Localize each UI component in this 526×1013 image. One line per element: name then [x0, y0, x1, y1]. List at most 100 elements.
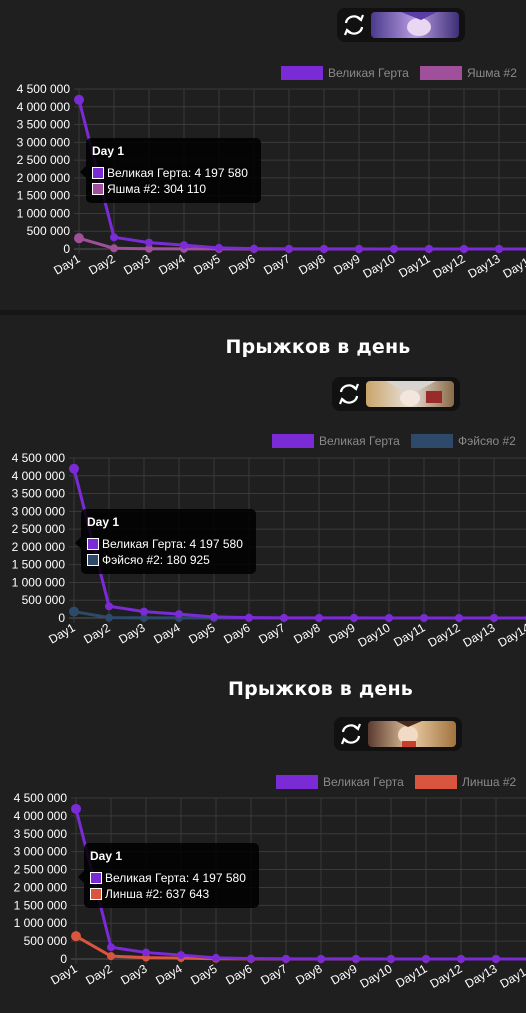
- legend-swatch: [281, 66, 323, 80]
- tooltip-title: Day 1: [92, 144, 125, 158]
- data-point: [140, 607, 148, 616]
- tooltip-title: Day 1: [87, 515, 120, 529]
- data-point: [110, 233, 118, 242]
- x-tick-label: Day6: [221, 620, 253, 646]
- data-point: [175, 610, 183, 619]
- x-tick-label: Day7: [256, 620, 288, 646]
- y-tick-label: 1 500 000: [12, 558, 66, 572]
- x-tick-label: Day10: [357, 961, 394, 991]
- y-tick-label: 0: [63, 242, 70, 256]
- swap-button-3[interactable]: [334, 717, 368, 751]
- y-tick-label: 3 500 000: [14, 827, 68, 841]
- data-point: [492, 954, 500, 963]
- chart-2: 0 500 000 1 000 000 1 500 000 2 000 000 2 500…: [12, 434, 526, 650]
- avatar-image-2: [366, 381, 454, 407]
- data-point: [105, 602, 113, 611]
- x-tick-label: Day8: [293, 961, 325, 987]
- y-tick-label: 1 000 000: [14, 916, 68, 930]
- y-tick-label: 2 500 000: [14, 863, 68, 877]
- data-point: [71, 931, 81, 942]
- tooltip-title: Day 1: [90, 849, 123, 863]
- y-tick-label: 4 000 000: [12, 469, 66, 483]
- x-tick-label: Day11: [391, 620, 428, 649]
- x-tick-label: Day4: [153, 961, 185, 987]
- legend-swatch: [411, 434, 453, 448]
- x-tick-label: Day10: [360, 251, 397, 281]
- data-point: [320, 244, 328, 253]
- swap-button-2[interactable]: [332, 377, 366, 411]
- x-tick-label: Day9: [328, 961, 360, 987]
- y-tick-label: 3 500 000: [12, 487, 66, 501]
- data-point: [74, 94, 84, 105]
- swap-button-1[interactable]: [337, 8, 371, 42]
- data-point: [69, 463, 79, 474]
- y-tick-label: 3 000 000: [14, 845, 68, 859]
- data-point: [145, 244, 153, 253]
- legend-swatch: [415, 775, 457, 789]
- series-swatch: [92, 183, 104, 195]
- data-point: [110, 244, 118, 253]
- data-point: [315, 613, 323, 622]
- y-tick-label: 500 000: [22, 593, 66, 607]
- tooltip-row: Великая Герта: 4 197 580: [92, 165, 254, 181]
- series-line: [74, 808, 526, 961]
- series-swatch: [90, 888, 102, 900]
- x-tick-label: Day2: [81, 620, 113, 646]
- x-tick-label: Day14: [497, 961, 526, 991]
- chart-section-1: 0 500 000 1 000 000 1 500 000 2 000 000 2 500…: [0, 0, 526, 308]
- series-line: [72, 468, 526, 620]
- data-point: [210, 612, 218, 621]
- x-tick-label: Day2: [83, 961, 115, 987]
- x-tick-label: Day1: [46, 620, 78, 646]
- tooltip-line-2: Яшма #2: 304 110: [107, 182, 207, 196]
- x-tick-label: Day9: [331, 251, 363, 277]
- character-avatar-feixiao[interactable]: [366, 381, 454, 407]
- chart-title-2: Прыжков в день: [225, 336, 411, 358]
- character-avatar-lingsha[interactable]: [368, 721, 456, 747]
- legend-label: Великая Герта: [319, 434, 400, 448]
- data-point: [352, 954, 360, 963]
- y-tick-label: 1 000 000: [17, 206, 71, 220]
- legend-swatch: [272, 434, 314, 448]
- x-tick-label: Day13: [465, 251, 502, 281]
- character-avatar-yashma[interactable]: [371, 12, 459, 38]
- tooltip-line-2: Фэйсяо #2: 180 925: [102, 553, 210, 567]
- data-point: [422, 954, 430, 963]
- x-tick-label: Day2: [86, 251, 118, 277]
- data-point: [425, 244, 433, 253]
- x-tick-label: Day12: [430, 251, 467, 281]
- tooltip-line-2: Линша #2: 637 643: [105, 887, 210, 901]
- data-point: [350, 613, 358, 622]
- series-swatch: [87, 554, 99, 566]
- x-tick-label: Day7: [258, 961, 290, 987]
- y-tick-label: 1 000 000: [12, 575, 66, 589]
- y-tick-label: 4 000 000: [14, 809, 68, 823]
- legend-label: Фэйсяо #2: [458, 434, 516, 448]
- chart-1: 0 500 000 1 000 000 1 500 000 2 000 000 2 500…: [17, 66, 526, 281]
- chart-section-2: Прыжков в день 0 500 000 1 000 000 1 500 00…: [0, 318, 526, 665]
- data-point: [385, 613, 393, 622]
- data-point: [285, 244, 293, 253]
- tooltip-caret: [78, 871, 84, 883]
- series-line: [77, 99, 526, 251]
- x-tick-label: Day10: [355, 620, 392, 650]
- data-point: [460, 244, 468, 253]
- data-point: [495, 244, 503, 253]
- y-tick-label: 2 000 000: [14, 880, 68, 894]
- chart-section-3: Прыжков в день 0 500 000 1 000 000 1 500 00…: [0, 665, 526, 1013]
- data-point: [457, 954, 465, 963]
- y-tick-label: 4 500 000: [14, 791, 68, 805]
- x-tick-label: Day11: [393, 961, 430, 990]
- data-point: [250, 244, 258, 253]
- chart-3: 0 500 000 1 000 000 1 500 000 2 000 000 2 500…: [14, 775, 526, 991]
- x-tick-label: Day12: [425, 620, 462, 650]
- data-point: [245, 613, 253, 622]
- series-swatch: [87, 538, 99, 550]
- data-point: [145, 238, 153, 247]
- y-tick-label: 2 000 000: [12, 540, 66, 554]
- y-tick-label: 500 000: [24, 934, 68, 948]
- x-tick-label: Day14: [495, 620, 526, 650]
- tooltip-row: Фэйсяо #2: 180 925: [87, 552, 249, 568]
- legend-swatch: [420, 66, 462, 80]
- x-tick-label: Day7: [261, 251, 293, 277]
